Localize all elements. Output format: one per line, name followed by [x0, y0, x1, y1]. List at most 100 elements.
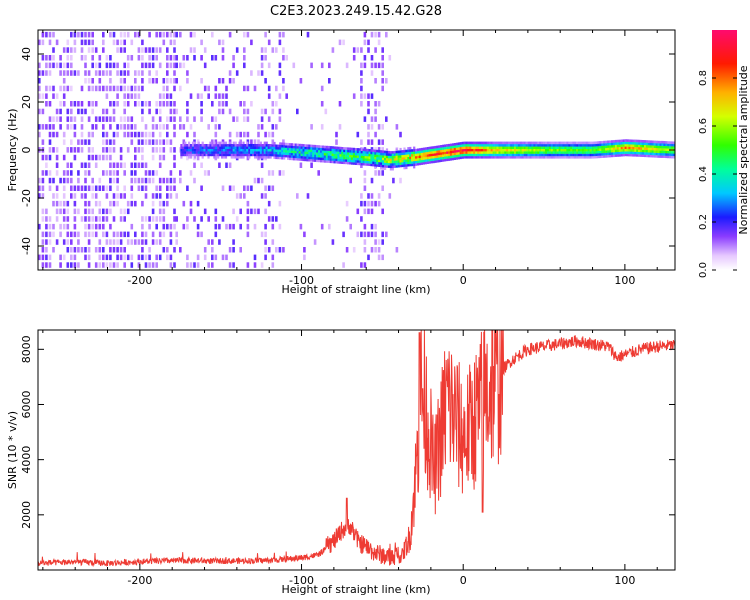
- spectrogram-ridge-cell: [339, 158, 342, 162]
- spectrogram-noise-cell: [367, 139, 370, 145]
- spectrogram-noise-cell: [109, 162, 112, 168]
- spectrogram-noise-cell: [52, 200, 55, 207]
- spectrogram-noise-cell: [264, 193, 267, 199]
- spectrogram-ridge-cell: [552, 151, 555, 154]
- spectrogram-noise-cell: [70, 239, 73, 245]
- spectrogram-noise-cell: [370, 93, 374, 99]
- spectrogram-ridge-cell: [434, 150, 437, 154]
- spectrogram-ridge-cell: [265, 146, 268, 149]
- spectrogram-noise-cell: [137, 131, 141, 138]
- spectrogram-ridge-cell: [290, 145, 294, 149]
- spectrogram-noise-cell: [377, 239, 381, 245]
- spectrogram-ridge-cell: [581, 144, 585, 147]
- spectrogram-ridge-cell: [636, 139, 639, 143]
- spectrogram-noise-cell: [41, 247, 45, 253]
- spectrogram-ridge-cell: [345, 154, 348, 157]
- spectrogram-noise-cell: [271, 185, 275, 191]
- spectrogram-noise-cell: [123, 70, 126, 76]
- spectrogram-noise-cell: [162, 31, 166, 38]
- spectrogram-noise-cell: [338, 101, 342, 107]
- spectrogram-ridge-cell: [448, 143, 451, 147]
- spectrogram-ridge-cell: [418, 150, 422, 154]
- spectrogram-noise-cell: [112, 177, 116, 184]
- spectrogram-ridge-cell: [300, 143, 303, 147]
- spectrogram-ridge-cell: [436, 150, 439, 153]
- spectrogram-noise-cell: [123, 101, 126, 107]
- spectrogram-noise-cell: [148, 262, 151, 268]
- spectrogram-ridge-cell: [308, 151, 311, 155]
- spectrogram-ridge-cell: [203, 153, 206, 157]
- spectrogram-noise-cell: [175, 239, 178, 245]
- spectrogram-ridge-cell: [622, 149, 625, 152]
- spectrogram-ridge-cell: [219, 151, 222, 154]
- spectrogram-ridge-cell: [525, 156, 528, 159]
- spectrogram-noise-cell: [271, 262, 275, 268]
- spectrogram-noise-cell: [374, 200, 377, 207]
- spectrogram-ridge-cell: [246, 141, 249, 145]
- spectrogram-noise-cell: [144, 185, 148, 191]
- spectrogram-noise-cell: [193, 131, 196, 138]
- spectrogram-noise-cell: [91, 85, 94, 92]
- spectrogram-ridge-cell: [374, 159, 377, 162]
- spectrogram-ridge-cell: [595, 141, 598, 144]
- spectrogram-ridge-cell: [294, 153, 297, 156]
- spectrogram-ridge-cell: [387, 162, 391, 166]
- spectrogram-ridge-cell: [376, 154, 379, 158]
- spectrogram-noise-cell: [186, 108, 189, 115]
- spectrogram-ridge-cell: [657, 152, 660, 156]
- spectrogram-noise-cell: [84, 200, 87, 207]
- spectrogram-ridge-cell: [294, 148, 297, 151]
- spectrogram-ridge-cell: [356, 155, 359, 158]
- spectrogram-noise-cell: [158, 200, 162, 207]
- spectrogram-noise-cell: [130, 116, 134, 122]
- spectrogram-ridge-cell: [488, 156, 491, 159]
- spectrogram-ridge-cell: [669, 146, 672, 149]
- spectrogram-noise-cell: [200, 101, 203, 107]
- spectrogram-ridge-cell: [215, 148, 218, 152]
- spectrogram-ridge-cell: [420, 159, 423, 163]
- spectrogram-ridge-cell: [568, 153, 571, 157]
- spectrogram-noise-cell: [367, 93, 370, 99]
- spectrogram-ridge-cell: [673, 146, 675, 149]
- spectrogram-ridge-cell: [609, 150, 612, 153]
- spectrogram-ridge-cell: [449, 148, 453, 151]
- spectrogram-ridge-cell: [366, 151, 369, 154]
- spectrogram-ridge-cell: [382, 150, 385, 153]
- spectrogram-ridge-cell: [618, 142, 621, 145]
- spectrogram-ridge-cell: [277, 147, 280, 150]
- snr-y-tick-label: 4000: [20, 446, 33, 474]
- spectrogram-ridge-cell: [219, 144, 222, 147]
- spectrogram-ridge-cell: [589, 151, 592, 154]
- spectrogram-noise-cell: [48, 147, 52, 153]
- spectrogram-ridge-cell: [389, 155, 392, 159]
- spectrogram-noise-cell: [105, 147, 109, 153]
- spectrogram-ridge-cell: [519, 148, 522, 152]
- spectrogram-noise-cell: [228, 262, 232, 268]
- spectrogram-noise-cell: [175, 62, 178, 69]
- spectrogram-noise-cell: [214, 116, 218, 122]
- spectrogram-noise-cell: [87, 70, 91, 76]
- spectrogram-ridge-cell: [188, 156, 191, 159]
- spectrogram-ridge-cell: [486, 148, 489, 152]
- spectrogram-ridge-cell: [382, 164, 385, 168]
- spectrogram-ridge-cell: [587, 146, 590, 149]
- spectrogram-ridge-cell: [384, 157, 387, 161]
- spectrogram-noise-cell: [112, 85, 116, 92]
- spectrogram-noise-cell: [116, 124, 119, 130]
- spectrogram-noise-cell: [360, 216, 363, 222]
- spectrogram-ridge-cell: [213, 151, 216, 154]
- spectrogram-noise-cell: [52, 116, 55, 122]
- spectrogram-ridge-cell: [607, 145, 610, 148]
- spectrogram-noise-cell: [173, 24, 176, 30]
- spectrogram-ridge-cell: [537, 146, 540, 149]
- spectrogram-noise-cell: [116, 200, 119, 207]
- spectrogram-ridge-cell: [362, 150, 365, 154]
- spectrogram-noise-cell: [66, 247, 70, 253]
- spectrogram-ridge-cell: [531, 141, 534, 145]
- spectrogram-noise-cell: [123, 208, 126, 215]
- spectrogram-noise-cell: [112, 193, 116, 199]
- spectrogram-ridge-cell: [671, 155, 674, 159]
- spectrogram-ridge-cell: [337, 156, 340, 159]
- spectrogram-ridge-cell: [475, 153, 478, 157]
- spectrogram-ridge-cell: [223, 151, 226, 154]
